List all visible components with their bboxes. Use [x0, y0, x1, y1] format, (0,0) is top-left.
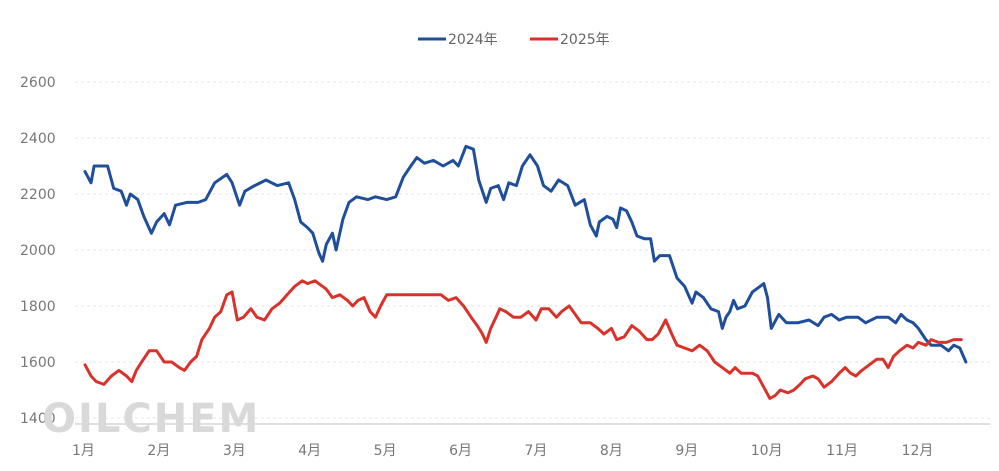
y-tick-label: 1800: [20, 299, 56, 315]
x-tick-label: 10月: [751, 443, 783, 459]
legend-item: 2024年: [418, 32, 498, 48]
x-tick-label: 1月: [72, 443, 95, 459]
x-tick-label: 12月: [902, 443, 934, 459]
x-tick-label: 11月: [826, 443, 858, 459]
series-line-2: [83, 279, 963, 400]
x-tick-label: 4月: [298, 443, 321, 459]
y-tick-label: 2000: [20, 243, 56, 259]
y-tick-label: 2600: [20, 75, 56, 91]
y-tick-label: 1400: [20, 411, 56, 427]
grid: [75, 81, 990, 419]
legend-item: 2025年: [530, 32, 610, 48]
watermark-logo: OILCHEM: [42, 396, 260, 442]
x-tick-label: 5月: [374, 443, 397, 459]
y-tick-label: 2200: [20, 187, 56, 203]
x-tick-label: 2月: [147, 443, 170, 459]
legend: 2024年 2025年: [418, 32, 610, 48]
series: [83, 144, 968, 400]
x-tick-label: 9月: [675, 443, 698, 459]
y-tick-label: 1600: [20, 355, 56, 371]
legend-label: 2024年: [448, 32, 498, 48]
x-tick-label: 7月: [525, 443, 548, 459]
x-tick-label: 8月: [600, 443, 623, 459]
y-tick-label: 2400: [20, 131, 56, 147]
x-tick-label: 6月: [449, 443, 472, 459]
series-line-1: [83, 144, 968, 364]
y-axis: 1400 1600 1800 2000 2200 2400 2600: [20, 75, 56, 427]
x-axis: 1月 2月 3月 4月 5月 6月 7月 8月 9月 10月 11月 12月: [72, 423, 990, 459]
x-tick-label: 3月: [223, 443, 246, 459]
legend-label: 2025年: [560, 32, 610, 48]
